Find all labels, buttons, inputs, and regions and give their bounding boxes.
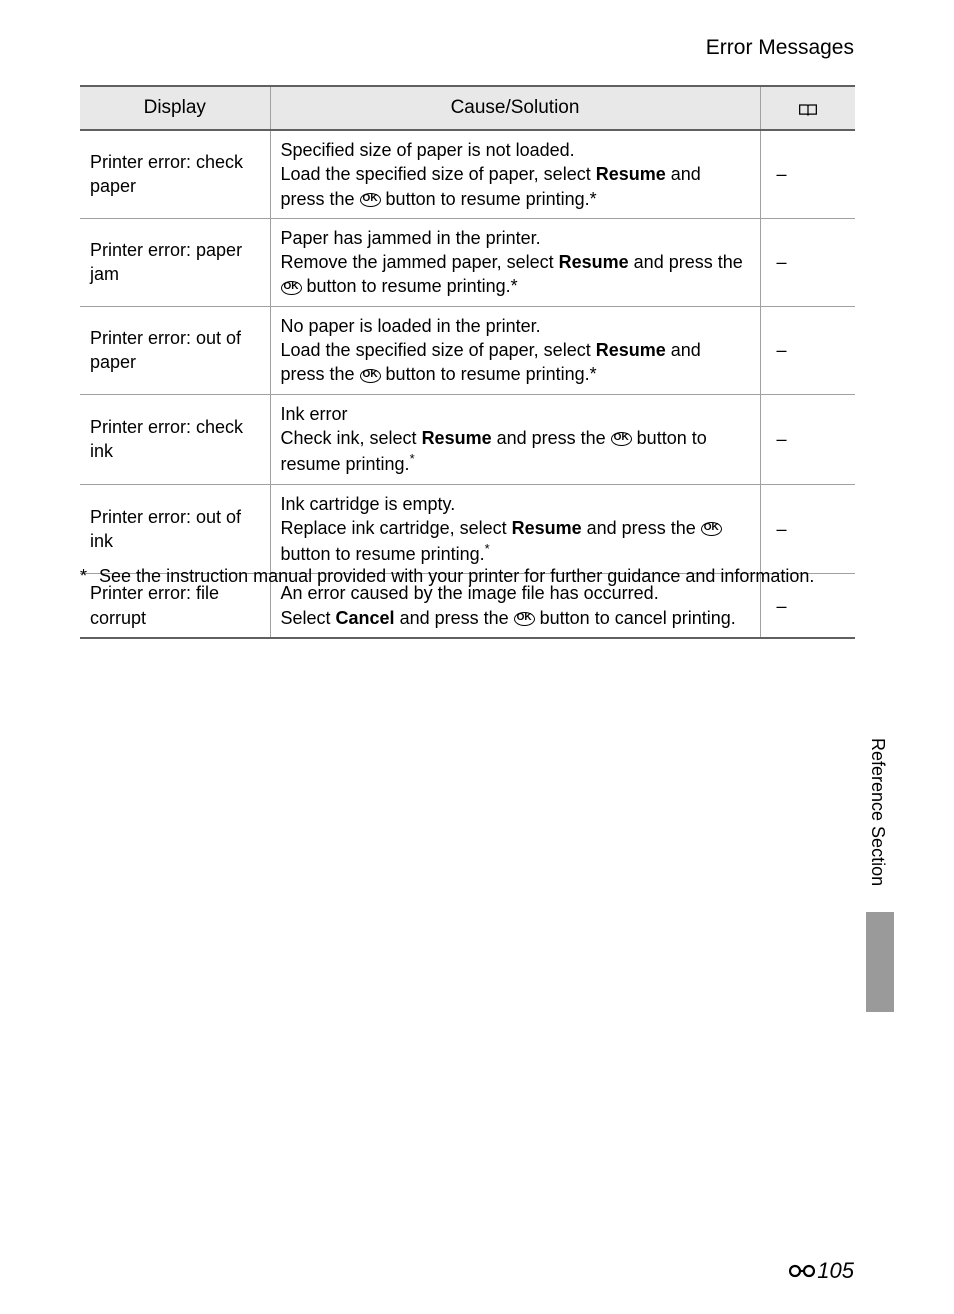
- cell-reference: –: [760, 394, 855, 484]
- cell-cause: Paper has jammed in the printer.Remove t…: [270, 218, 760, 306]
- side-section-label: Reference Section: [867, 738, 888, 886]
- error-messages-table-container: Display Cause/Solution Printer error: ch…: [80, 85, 855, 639]
- book-icon: [798, 101, 818, 115]
- table-row: Printer error: paper jam Paper has jamme…: [80, 218, 855, 306]
- table-row: Printer error: out of paper No paper is …: [80, 306, 855, 394]
- cell-cause: Ink cartridge is empty.Replace ink cartr…: [270, 484, 760, 574]
- cell-reference: –: [760, 218, 855, 306]
- cell-cause: No paper is loaded in the printer.Load t…: [270, 306, 760, 394]
- footnote: * See the instruction manual provided wi…: [80, 566, 855, 587]
- header-display: Display: [80, 86, 270, 130]
- cell-display: Printer error: check ink: [80, 394, 270, 484]
- error-messages-table: Display Cause/Solution Printer error: ch…: [80, 85, 855, 639]
- cell-cause: Specified size of paper is not loaded.Lo…: [270, 130, 760, 218]
- link-icon: [789, 1263, 815, 1279]
- cell-display: Printer error: paper jam: [80, 218, 270, 306]
- cell-reference: –: [760, 306, 855, 394]
- page-header-title: Error Messages: [706, 36, 854, 60]
- cell-cause: Ink errorCheck ink, select Resume and pr…: [270, 394, 760, 484]
- cell-display: Printer error: out of paper: [80, 306, 270, 394]
- table-header-row: Display Cause/Solution: [80, 86, 855, 130]
- table-row: Printer error: check paper Specified siz…: [80, 130, 855, 218]
- footnote-marker: *: [80, 566, 87, 587]
- footnote-text: See the instruction manual provided with…: [99, 566, 814, 587]
- side-tab: [866, 912, 894, 1012]
- table-body: Printer error: check paper Specified siz…: [80, 130, 855, 638]
- cell-display: Printer error: check paper: [80, 130, 270, 218]
- cell-display: Printer error: out of ink: [80, 484, 270, 574]
- cell-reference: –: [760, 484, 855, 574]
- table-row: Printer error: check ink Ink errorCheck …: [80, 394, 855, 484]
- header-cause: Cause/Solution: [270, 86, 760, 130]
- header-reference: [760, 86, 855, 130]
- page-number-value: 105: [817, 1258, 854, 1284]
- table-row: Printer error: out of ink Ink cartridge …: [80, 484, 855, 574]
- page-number: 105: [789, 1258, 854, 1284]
- cell-reference: –: [760, 130, 855, 218]
